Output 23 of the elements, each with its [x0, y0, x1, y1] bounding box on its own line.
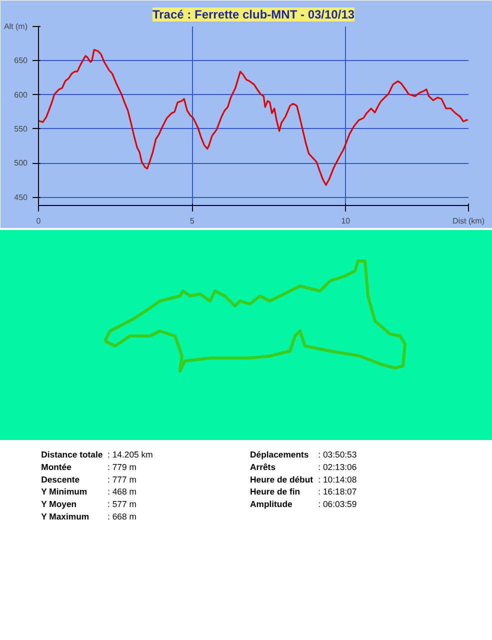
y-tick-label: 550: [14, 124, 28, 134]
text: Descente : 777 m: [41, 474, 136, 484]
line-series: [38, 48, 468, 186]
chart-title: Tracé : Ferrette club-MNT - 03/10/13: [152, 8, 355, 22]
x-axis-title: Dist (km): [452, 216, 485, 226]
text: Y Minimum : 468 m: [41, 486, 136, 497]
text: Déplacements : 03:50:53: [250, 450, 357, 460]
x-tick-label: 10: [341, 216, 351, 226]
x-tick-label: 5: [190, 216, 195, 226]
y-tick-label: 500: [14, 158, 28, 168]
text: Heure de début : 10:14:08: [250, 474, 357, 484]
y-tick-label: 650: [14, 56, 28, 66]
y-tick-label: 600: [14, 90, 28, 100]
text: Heure de fin : 16:18:07: [250, 486, 357, 497]
y-axis-title: Alt (m): [4, 22, 28, 31]
text: Y Moyen : 577 m: [41, 499, 136, 510]
text: Montée : 779 m: [41, 462, 136, 472]
text: Distance totale : 14.205 km: [41, 450, 153, 460]
text: Amplitude : 06:03:59: [250, 499, 357, 510]
text: Arrêts : 02:13:06: [250, 462, 357, 472]
y-tick-label: 450: [14, 192, 28, 202]
x-tick-label: 0: [36, 216, 42, 226]
text: Y Maximum : 668 m: [41, 512, 136, 522]
